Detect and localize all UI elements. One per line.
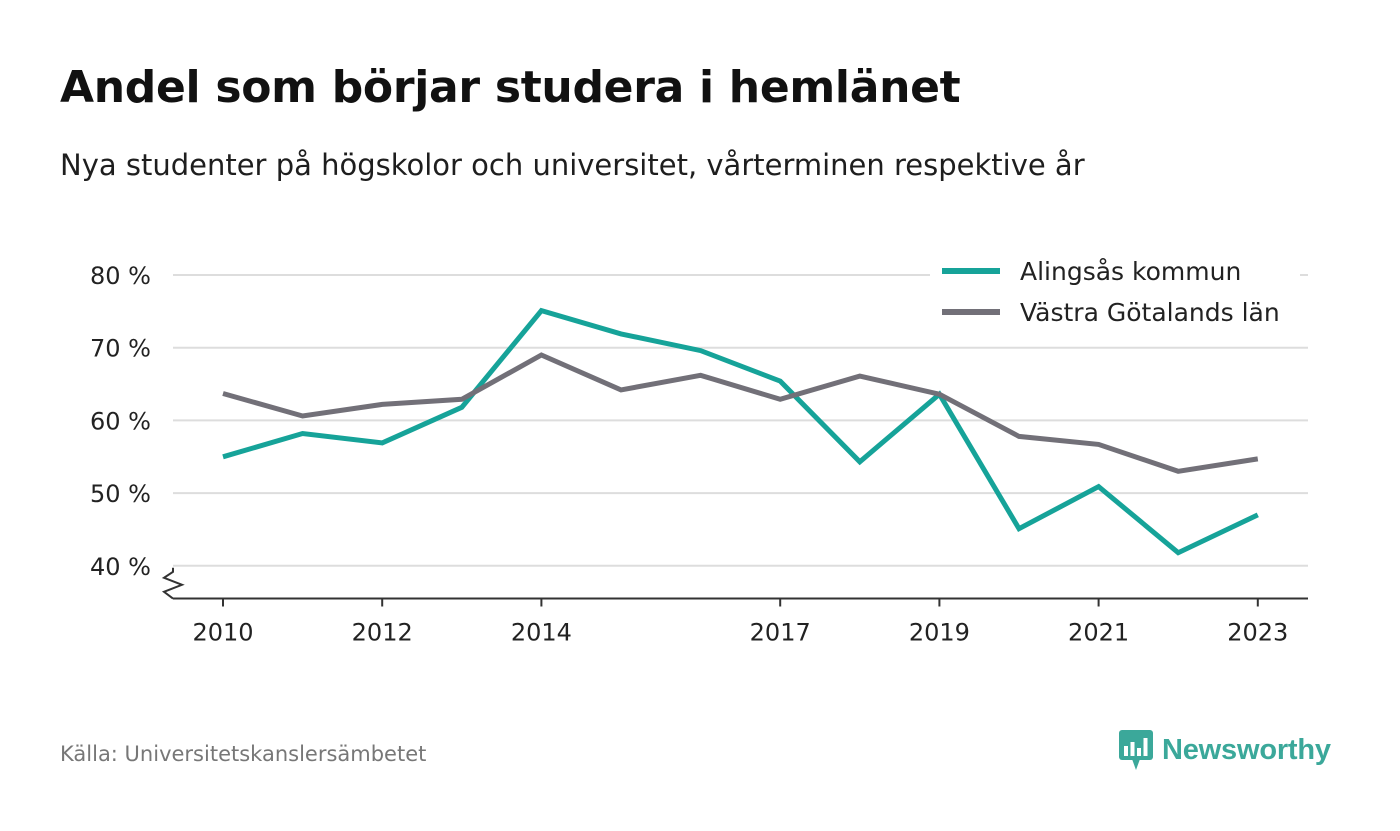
line-chart: 40 % 50 % 60 % 70 % 80 % 2010 2012 2014 2017 2019… — [90, 250, 1308, 647]
chart-series — [222, 307, 1259, 556]
source-note: Källa: Universitetskanslersämbetet — [60, 742, 427, 766]
x-tick-label: 2017 — [750, 619, 811, 647]
x-tick-label: 2012 — [352, 619, 413, 647]
y-tick-label: 70 % — [90, 335, 151, 363]
legend-label: Västra Götalands län — [1020, 298, 1280, 327]
legend-label: Alingsås kommun — [1020, 257, 1241, 286]
x-tick-label: 2010 — [192, 619, 253, 647]
chart-axes: 40 % 50 % 60 % 70 % 80 % 2010 2012 2014 2017 2019… — [90, 262, 1308, 647]
chart-legend: Alingsås kommun Västra Götalands län — [930, 250, 1300, 332]
series-line — [222, 352, 1259, 474]
chart-title: Andel som börjar studera i hemlänet — [60, 62, 961, 113]
series-line — [222, 307, 1259, 556]
y-tick-label: 40 % — [90, 553, 151, 581]
y-tick-label: 50 % — [90, 480, 151, 508]
y-tick-label: 60 % — [90, 407, 151, 435]
x-tick-label: 2014 — [511, 619, 572, 647]
y-tick-label: 80 % — [90, 262, 151, 290]
brand-name: Newsworthy — [1162, 733, 1331, 766]
x-tick-label: 2021 — [1068, 619, 1129, 647]
brand-logo: Newsworthy — [1118, 728, 1331, 772]
axis-break-icon — [161, 567, 185, 600]
x-tick-label: 2019 — [909, 619, 970, 647]
chart-subtitle: Nya studenter på högskolor och universit… — [60, 148, 1085, 182]
chat-bars-icon — [1119, 730, 1153, 770]
legend-background — [930, 250, 1300, 332]
x-tick-label: 2023 — [1227, 619, 1288, 647]
